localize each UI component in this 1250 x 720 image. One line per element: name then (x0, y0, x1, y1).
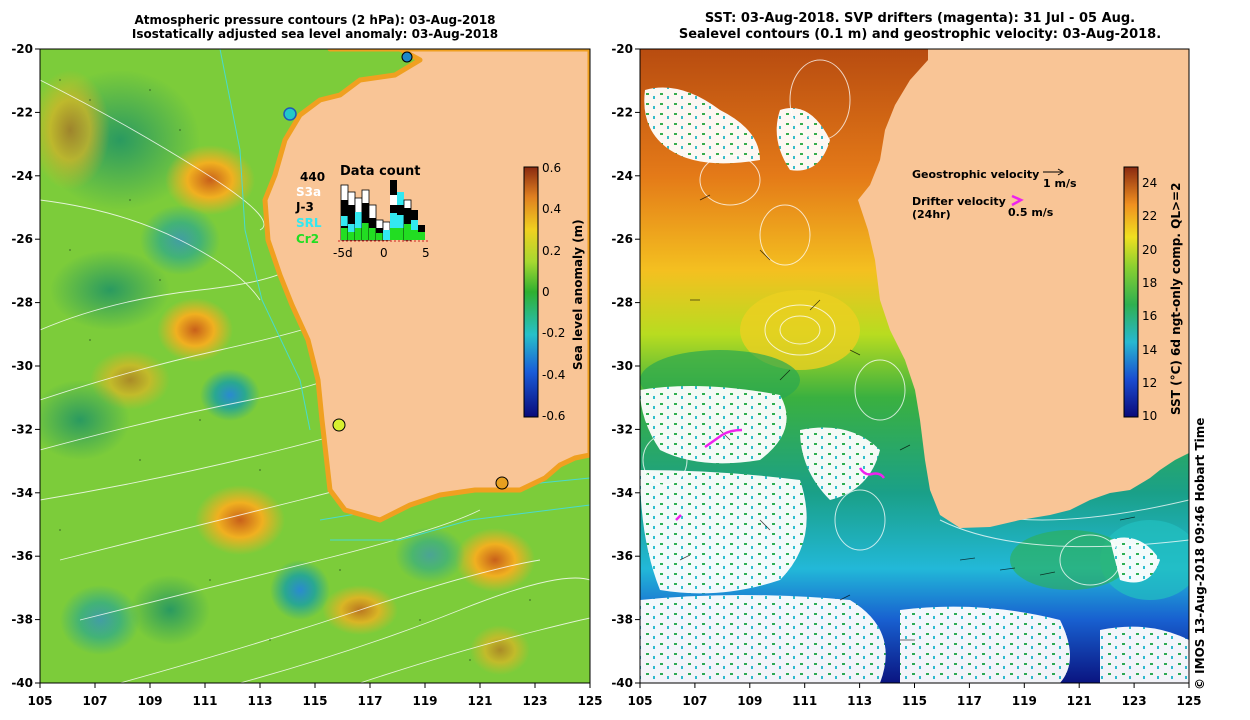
drifter-scale: 0.5 m/s (1008, 206, 1054, 219)
left-x-tick-label: 107 (82, 694, 107, 708)
right-x-tick-label: 105 (627, 694, 652, 708)
left-x-tick-label: 115 (302, 694, 327, 708)
right-y-tick-label: -26 (611, 232, 633, 246)
data-count-histogram: Data count 440 S3a J-3 SRL Cr2 -5d 0 5 (295, 164, 430, 260)
left-y-tick-label: -32 (11, 422, 33, 436)
right-map-title: SST: 03-Aug-2018. SVP drifters (magenta)… (640, 11, 1200, 43)
sla-tick-0: 0.6 (542, 161, 561, 175)
hist-tick-0: 0 (380, 246, 388, 260)
sst-colorbar: 24 22 20 18 16 14 12 10 SST (°C) 6d ngt-… (1123, 166, 1183, 423)
right-x-tick-label: 125 (1176, 694, 1201, 708)
legend-srl: SRL (296, 216, 322, 230)
left-y-tick-label: -34 (11, 486, 33, 500)
left-x-tick-label: 105 (27, 694, 52, 708)
left-x-tick-label: 113 (247, 694, 272, 708)
sla-tick-2: 0.2 (542, 244, 561, 258)
left-y-tick-label: -36 (11, 549, 33, 563)
velocity-legend: Geostrophic velocity 1 m/s Drifter veloc… (912, 168, 1077, 221)
right-y-tick-label: -24 (611, 169, 633, 183)
sla-colorbar-label: Sea level anomaly (m) (571, 219, 585, 370)
right-y-tick-label: -28 (611, 296, 633, 310)
left-map-title: Atmospheric pressure contours (2 hPa): 0… (40, 13, 590, 41)
drifter-tracks (675, 428, 886, 521)
right-x-tick-label: 109 (737, 694, 762, 708)
right-sst-map (640, 49, 1189, 683)
right-x-tick-label: 111 (792, 694, 817, 708)
right-y-tick-label: -20 (611, 42, 633, 56)
right-y-tick-label: -30 (611, 359, 633, 373)
sst-tick-0: 24 (1142, 176, 1157, 190)
data-count-title: Data count (340, 164, 420, 179)
sla-tick-4: -0.2 (542, 326, 565, 340)
left-x-tick-label: 121 (467, 694, 492, 708)
left-land-australia (262, 49, 590, 523)
sst-colorbar-label: SST (°C) 6d ngt-only comp. QL>=2 (1169, 183, 1183, 415)
right-x-tick-label: 115 (902, 694, 927, 708)
left-title-line2: Isostatically adjusted sea level anomaly… (131, 27, 499, 41)
legend-j3: J-3 (295, 200, 314, 214)
left-y-tick-label: -20 (11, 42, 33, 56)
sla-tick-5: -0.4 (542, 368, 565, 382)
right-title-line2: Sealevel contours (0.1 m) and geostrophi… (678, 27, 1162, 42)
sla-colorbar: 0.6 0.4 0.2 0 -0.2 -0.4 -0.6 Sea level a… (523, 161, 585, 423)
right-x-tick-label: 117 (957, 694, 982, 708)
right-y-tick-label: -36 (611, 549, 633, 563)
left-y-tick-label: -38 (11, 613, 33, 627)
right-x-tick-label: 113 (847, 694, 872, 708)
right-y-tick-label: -22 (611, 105, 633, 119)
left-y-tick-label: -26 (11, 232, 33, 246)
right-land-australia (858, 49, 1189, 528)
right-title-line1: SST: 03-Aug-2018. SVP drifters (magenta)… (704, 11, 1136, 26)
sst-tick-2: 20 (1142, 243, 1157, 257)
tide-gauge-markers (283, 51, 509, 490)
legend-440: 440 (300, 170, 325, 184)
sst-tick-5: 14 (1142, 343, 1157, 357)
axes: 105 107 109 111 113 115 117 119 121 123 125-20-22-… (11, 42, 1201, 708)
right-x-tick-label: 121 (1067, 694, 1092, 708)
left-sea-level-map (40, 49, 590, 683)
legend-s3a: S3a (296, 185, 321, 199)
sla-tick-6: -0.6 (542, 409, 565, 423)
left-x-tick-label: 123 (522, 694, 547, 708)
sst-tick-4: 16 (1142, 309, 1157, 323)
left-y-tick-label: -28 (11, 296, 33, 310)
left-x-tick-label: 119 (412, 694, 437, 708)
left-y-tick-label: -24 (11, 169, 33, 183)
right-y-tick-label: -38 (611, 613, 633, 627)
sst-tick-1: 22 (1142, 209, 1157, 223)
sst-tick-3: 18 (1142, 276, 1157, 290)
right-x-tick-label: 123 (1122, 694, 1147, 708)
left-x-tick-label: 109 (137, 694, 162, 708)
left-title-line1: Atmospheric pressure contours (2 hPa): 0… (134, 13, 496, 27)
drifter-label: Drifter velocity (912, 195, 1006, 208)
geostrophic-scale: 1 m/s (1043, 177, 1077, 190)
left-x-tick-label: 125 (577, 694, 602, 708)
legend-cr2: Cr2 (296, 232, 319, 246)
hist-tick-minus5: -5d (333, 246, 353, 260)
geostrophic-label: Geostrophic velocity (912, 168, 1039, 181)
right-x-tick-label: 119 (1012, 694, 1037, 708)
left-y-tick-label: -22 (11, 105, 33, 119)
sst-tick-7: 10 (1142, 409, 1157, 423)
left-y-tick-label: -30 (11, 359, 33, 373)
sla-tick-3: 0 (542, 285, 550, 299)
left-y-tick-label: -40 (11, 676, 33, 690)
imos-timestamp: © IMOS 13-Aug-2018 09:46 Hobart Time (1193, 417, 1207, 690)
right-y-tick-label: -34 (611, 486, 633, 500)
sla-tick-1: 0.4 (542, 202, 561, 216)
right-y-tick-label: -40 (611, 676, 633, 690)
hist-bars (340, 180, 425, 241)
right-y-tick-label: -32 (611, 422, 633, 436)
hist-tick-5: 5 (422, 246, 430, 260)
left-x-tick-label: 111 (192, 694, 217, 708)
right-x-tick-label: 107 (682, 694, 707, 708)
left-x-tick-label: 117 (357, 694, 382, 708)
drifter-label-24hr: (24hr) (912, 208, 951, 221)
sst-tick-6: 12 (1142, 376, 1157, 390)
